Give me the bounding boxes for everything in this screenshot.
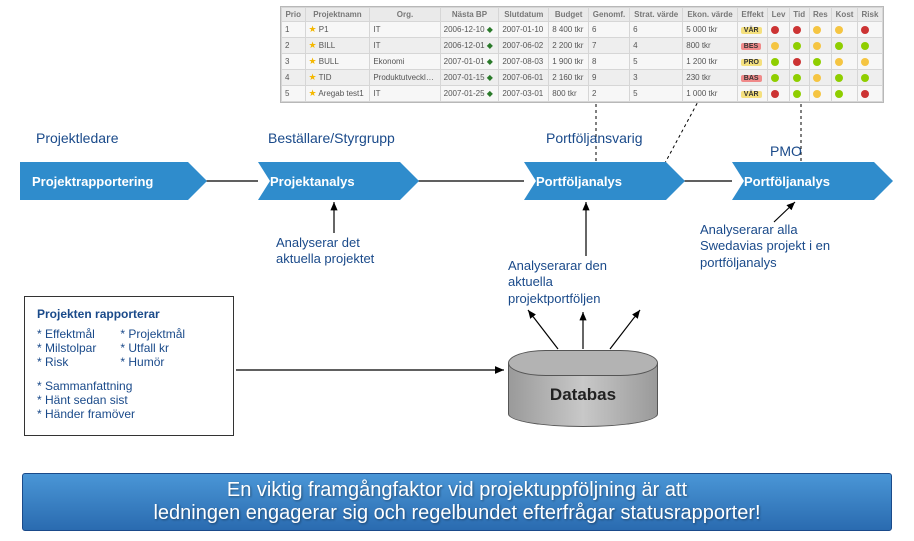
- table-row: 4★ TIDProduktutveckl…2007-01-15 ◆2007-06…: [282, 70, 883, 86]
- table-row: 3★ BULLEkonomi2007-01-01 ◆2007-08-031 90…: [282, 54, 883, 70]
- process-label: Portföljanalys: [536, 174, 622, 189]
- status-dot: [835, 58, 843, 66]
- process-projektanalys: Projektanalys: [258, 162, 400, 200]
- col-ekon-v-rde: Ekon. värde: [683, 8, 738, 22]
- status-dot: [861, 74, 869, 82]
- star-icon: ★: [309, 24, 317, 34]
- status-dot: [771, 42, 779, 50]
- status-pill: BAS: [741, 75, 762, 82]
- table-row: 2★ BILLIT2006-12-01 ◆2007-06-022 200 tkr…: [282, 38, 883, 54]
- table-row: 5★ Aregab test1IT2007-01-25 ◆2007-03-018…: [282, 86, 883, 102]
- col-lev: Lev: [768, 8, 790, 22]
- star-icon: ★: [309, 56, 317, 66]
- status-dot: [793, 74, 801, 82]
- diagram-canvas: PrioProjektnamnOrg.Nästa BPSlutdatumBudg…: [0, 0, 914, 541]
- col-tid: Tid: [789, 8, 809, 22]
- status-dot: [861, 26, 869, 34]
- annotation-analys: Analyserar detaktuella projektet: [276, 235, 374, 268]
- status-dot: [835, 74, 843, 82]
- process-label: Projektanalys: [270, 174, 355, 189]
- db-top-ellipse: [508, 350, 658, 376]
- status-dot: [771, 90, 779, 98]
- portfolio-dashboard-screenshot: PrioProjektnamnOrg.Nästa BPSlutdatumBudg…: [280, 6, 884, 103]
- status-dot: [813, 90, 821, 98]
- report-box-extra: * Sammanfattning* Hänt sedan sist* Hände…: [37, 379, 221, 421]
- star-icon: ★: [309, 40, 317, 50]
- star-icon: ★: [309, 88, 317, 98]
- banner-line2: ledningen engagerar sig och regelbundet …: [23, 502, 891, 525]
- process-portfoljanalys-1: Portföljanalys: [524, 162, 666, 200]
- annotation-portfolj2: Analyserarar allaSwedavias projekt i enp…: [700, 222, 830, 271]
- status-dot: [793, 26, 801, 34]
- report-box: Projekten rapporterar * Effektmål* Milst…: [24, 296, 234, 436]
- report-box-col2: * Projektmål* Utfall kr* Humör: [120, 327, 185, 369]
- status-dot: [793, 42, 801, 50]
- status-dot: [861, 58, 869, 66]
- report-box-col1: * Effektmål* Milstolpar* Risk: [37, 327, 96, 369]
- status-dot: [835, 90, 843, 98]
- dashboard-table: PrioProjektnamnOrg.Nästa BPSlutdatumBudg…: [281, 7, 883, 102]
- status-dot: [861, 42, 869, 50]
- col-prio: Prio: [282, 8, 306, 22]
- col-budget: Budget: [549, 8, 589, 22]
- col-genomf-: Genomf.: [588, 8, 629, 22]
- col-res: Res: [809, 8, 832, 22]
- col-slutdatum: Slutdatum: [499, 8, 549, 22]
- col-strat-v-rde: Strat. värde: [630, 8, 683, 22]
- report-box-header: Projekten rapporterar: [37, 307, 221, 321]
- banner-line1: En viktig framgångfaktor vid projektuppf…: [23, 479, 891, 502]
- role-projektledare: Projektledare: [36, 130, 119, 146]
- status-dot: [771, 26, 779, 34]
- status-dot: [813, 74, 821, 82]
- role-portfoljansvarig: Portföljansvarig: [546, 130, 643, 146]
- process-projektrapportering: Projektrapportering: [20, 162, 188, 200]
- process-label: Portföljanalys: [744, 174, 830, 189]
- status-dot: [793, 58, 801, 66]
- status-dot: [813, 42, 821, 50]
- status-dot: [771, 74, 779, 82]
- col-effekt: Effekt: [737, 8, 767, 22]
- status-dot: [813, 26, 821, 34]
- database-cylinder: Databas: [508, 350, 658, 427]
- status-pill: BES: [741, 43, 761, 50]
- status-dot: [813, 58, 821, 66]
- status-dot: [861, 90, 869, 98]
- key-message-banner: En viktig framgångfaktor vid projektuppf…: [22, 473, 892, 531]
- role-pmo: PMO: [770, 143, 802, 159]
- process-portfoljanalys-2: Portföljanalys: [732, 162, 874, 200]
- star-icon: ★: [309, 72, 317, 82]
- status-pill: VÄR: [741, 27, 762, 34]
- status-pill: VÄR: [741, 91, 762, 98]
- process-label: Projektrapportering: [32, 174, 153, 189]
- col-n-sta-bp: Nästa BP: [440, 8, 499, 22]
- col-kost: Kost: [832, 8, 858, 22]
- status-dot: [771, 58, 779, 66]
- col-projektnamn: Projektnamn: [305, 8, 370, 22]
- col-org-: Org.: [370, 8, 440, 22]
- status-dot: [835, 26, 843, 34]
- status-pill: PRO: [741, 59, 762, 66]
- annotation-portfolj1: Analyserarar denaktuellaprojektportfölje…: [508, 258, 607, 307]
- status-dot: [793, 90, 801, 98]
- table-row: 1★ P1IT2006-12-10 ◆2007-01-108 400 tkr66…: [282, 22, 883, 38]
- status-dot: [835, 42, 843, 50]
- col-risk: Risk: [857, 8, 882, 22]
- role-bestallare: Beställare/Styrgrupp: [268, 130, 395, 146]
